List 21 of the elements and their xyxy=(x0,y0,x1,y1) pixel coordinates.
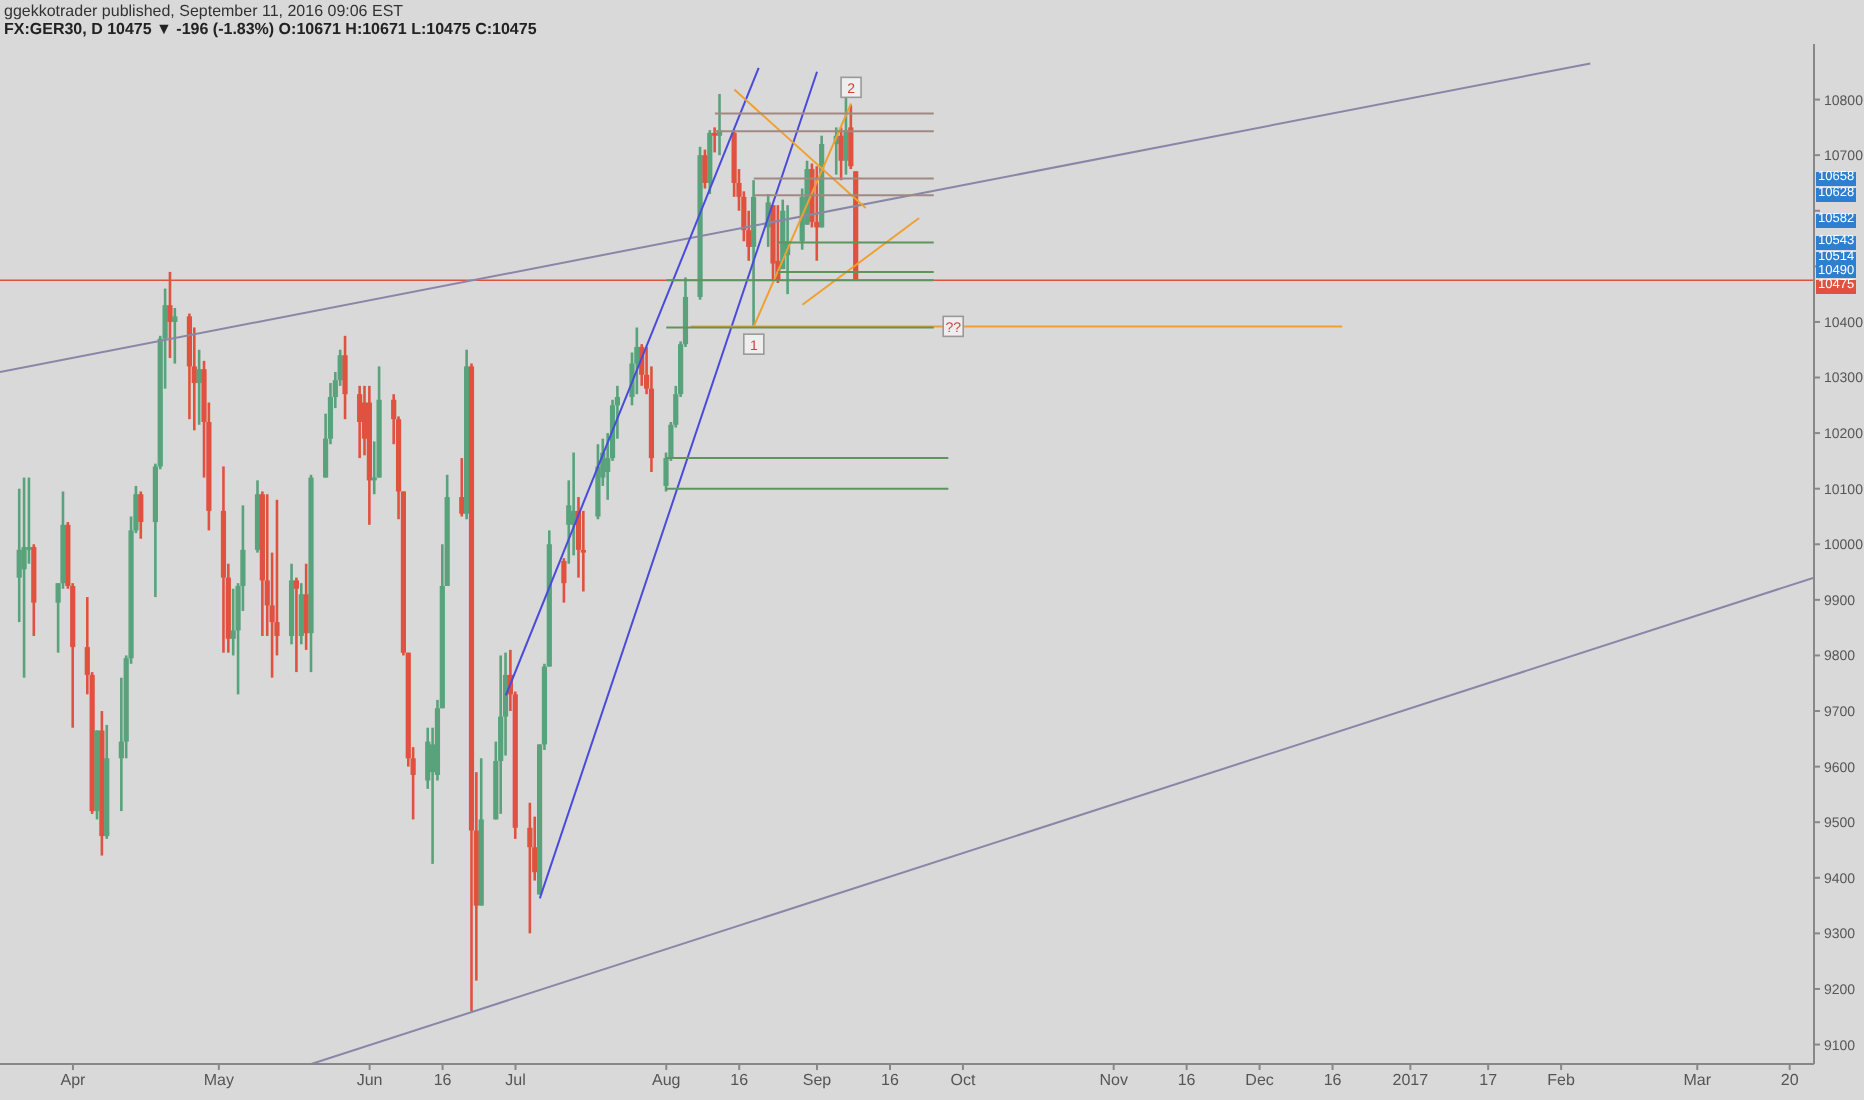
x-tick-label: 16 xyxy=(1323,1071,1343,1090)
x-tick-label: Feb xyxy=(1547,1071,1576,1090)
chart-title: ggekkotrader published, September 11, 2016 09:06 EST xyxy=(4,2,404,20)
x-tick-label: 16 xyxy=(433,1071,453,1090)
x-tick-label: 16 xyxy=(730,1071,750,1090)
x-tick-label: May xyxy=(203,1071,234,1090)
x-tick-label: 17 xyxy=(1479,1071,1499,1090)
x-tick-label: Dec xyxy=(1245,1071,1274,1090)
x-tick-label: Aug xyxy=(652,1071,681,1090)
x-tick-label: 2017 xyxy=(1392,1071,1430,1090)
x-tick-label: Sep xyxy=(802,1071,833,1090)
x-tick-label: Jul xyxy=(505,1071,527,1090)
x-tick-label: 20 xyxy=(1780,1071,1800,1090)
x-tick-label: 16 xyxy=(1177,1071,1197,1090)
x-tick-label: Jun xyxy=(356,1071,383,1090)
x-tick-label: Apr xyxy=(60,1071,87,1090)
x-tick-label: Mar xyxy=(1683,1071,1712,1090)
x-tick-label: Nov xyxy=(1099,1071,1128,1090)
x-tick-label: Oct xyxy=(950,1071,977,1090)
chart-subtitle: FX:GER30, D 10475 ▼ -196 (-1.83%) O:10671 H:10671 L:10475 C:10475 xyxy=(4,20,537,38)
x-tick-label: 16 xyxy=(881,1071,900,1090)
